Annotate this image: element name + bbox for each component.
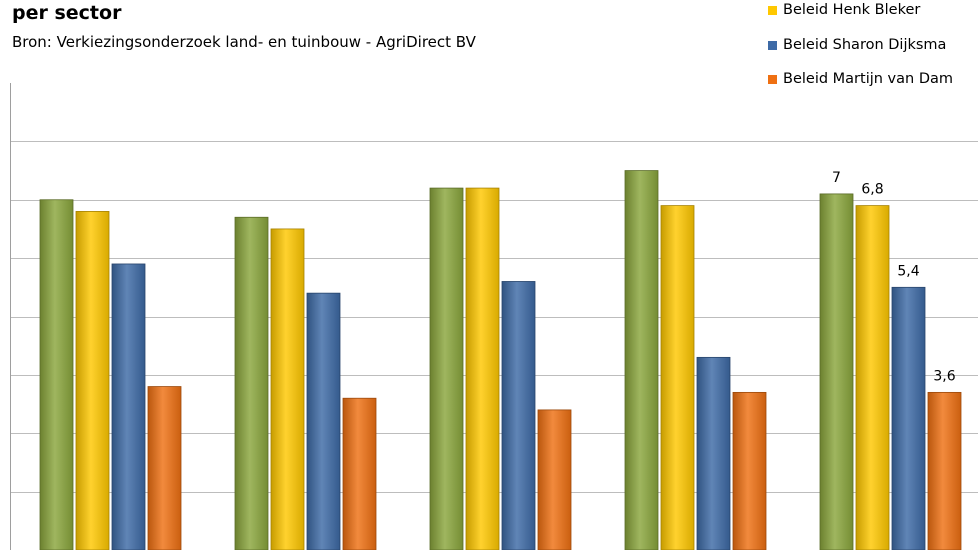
data-label-2: 6,8: [861, 182, 883, 198]
bar-beleid-henk-bleker-group-5: [855, 205, 890, 550]
bar-beleid-martijn-van-dam-group-2: [342, 397, 377, 550]
data-label-4: 3,6: [933, 368, 955, 384]
data-label-1: 7: [832, 170, 841, 186]
bar-series-1-group-5: [819, 193, 854, 550]
bar-beleid-sharon-dijksma-group-2: [306, 292, 341, 550]
bar-beleid-henk-bleker-group-3: [465, 187, 500, 550]
bar-series-1-group-3: [429, 187, 464, 550]
chart-subtitle: Bron: Verkiezingsonderzoek land- en tuin…: [12, 33, 476, 51]
bar-beleid-henk-bleker-group-2: [270, 228, 305, 550]
legend-swatch-henk-bleker: [768, 6, 777, 15]
chart-legend: Beleid Henk Bleker Beleid Sharon Dijksma…: [762, 0, 972, 100]
bar-beleid-martijn-van-dam-group-3: [537, 409, 572, 550]
legend-label-martijn-van-dam: Beleid Martijn van Dam: [783, 71, 953, 87]
bar-beleid-henk-bleker-group-4: [660, 205, 695, 550]
chart-title: per sector: [12, 2, 122, 24]
legend-label-henk-bleker: Beleid Henk Bleker: [783, 2, 921, 18]
bar-beleid-henk-bleker-group-1: [75, 211, 110, 550]
data-labels: 7 6,8 5,4 3,6: [832, 170, 956, 384]
bar-series-1-group-1: [39, 199, 74, 550]
legend-swatch-martijn-van-dam: [768, 75, 777, 84]
legend-swatch-sharon-dijksma: [768, 41, 777, 50]
bar-series-1-group-2: [234, 216, 269, 550]
bar-beleid-sharon-dijksma-group-4: [696, 356, 731, 550]
bars: [39, 170, 962, 550]
bar-beleid-martijn-van-dam-group-5: [927, 391, 962, 550]
bar-beleid-sharon-dijksma-group-5: [891, 286, 926, 550]
data-label-3: 5,4: [897, 263, 919, 279]
bar-beleid-martijn-van-dam-group-4: [732, 391, 767, 550]
bar-series-1-group-4: [624, 170, 659, 550]
bar-beleid-sharon-dijksma-group-1: [111, 263, 146, 550]
legend-label-sharon-dijksma: Beleid Sharon Dijksma: [783, 37, 947, 53]
bar-beleid-sharon-dijksma-group-3: [501, 281, 536, 550]
bar-beleid-martijn-van-dam-group-1: [147, 386, 182, 550]
